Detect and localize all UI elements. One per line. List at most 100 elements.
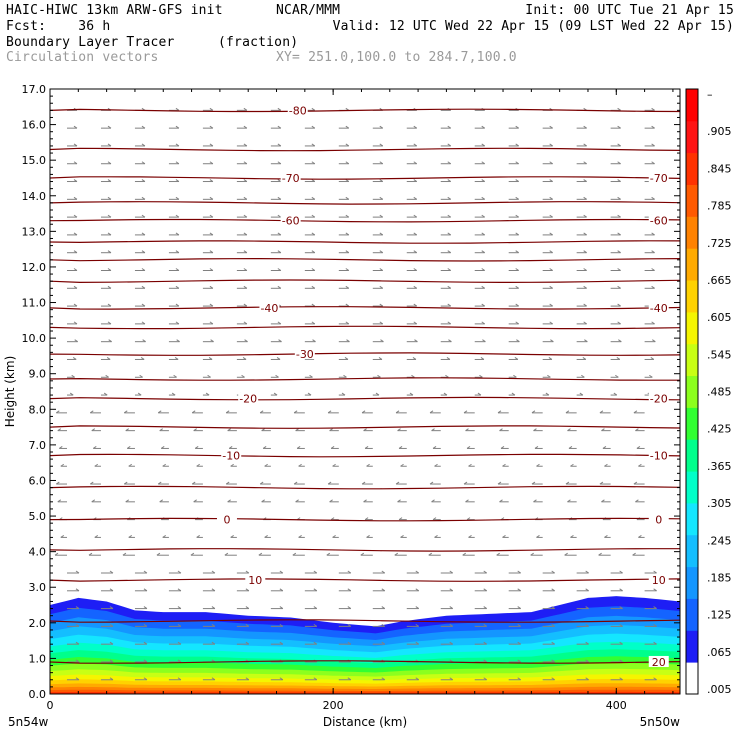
vector-arrow-head bbox=[109, 623, 114, 627]
vector-arrow-head bbox=[258, 552, 263, 556]
vector-arrow-head bbox=[431, 499, 435, 503]
vector-arrow-head bbox=[91, 428, 96, 432]
vector-arrow-head bbox=[515, 250, 519, 254]
vector-arrow-head bbox=[549, 303, 553, 307]
vector-arrow-head bbox=[483, 677, 487, 681]
vector-arrow-head bbox=[259, 410, 264, 414]
vector-arrow-head bbox=[429, 410, 434, 414]
vector-arrow-head bbox=[515, 161, 519, 165]
vector-arrow-head bbox=[196, 534, 200, 538]
vector-arrow-head bbox=[73, 321, 78, 325]
vector-arrow-head bbox=[88, 552, 93, 556]
vector-arrow-head bbox=[434, 534, 438, 538]
vector-arrow-head bbox=[345, 268, 350, 271]
vector-arrow-head bbox=[413, 232, 418, 236]
contour-label-bg bbox=[648, 574, 669, 586]
contour-label-bg bbox=[648, 655, 669, 667]
vector-arrow-head bbox=[398, 517, 403, 521]
vector-arrow-head bbox=[107, 196, 112, 200]
vector-arrow-head bbox=[651, 321, 655, 325]
vector-arrow-head bbox=[497, 410, 502, 414]
vector-arrow-head bbox=[209, 214, 214, 218]
vector-arrow-head bbox=[295, 499, 299, 503]
vector-arrow-head bbox=[585, 570, 589, 574]
vector-arrow-head bbox=[363, 499, 367, 503]
contour-label: -40 bbox=[260, 302, 278, 315]
contour-line bbox=[49, 377, 680, 381]
vector-arrow-head bbox=[344, 357, 349, 360]
vector-arrow-head bbox=[277, 250, 282, 254]
y-tick-label: 3.0 bbox=[29, 581, 47, 594]
contour-line bbox=[49, 578, 681, 582]
contour-label: -70 bbox=[650, 172, 668, 185]
vector-arrow-head bbox=[326, 552, 331, 556]
vector-arrow-head bbox=[514, 357, 519, 360]
vector-arrow-head bbox=[633, 481, 638, 485]
model-title: HAIC-HIWC 13km ARW-GFS init bbox=[6, 3, 223, 18]
vector-arrow-head bbox=[261, 499, 265, 503]
vector-arrow-head bbox=[73, 179, 78, 182]
y-tick-label: 13.0 bbox=[22, 225, 47, 238]
vector-arrow-head bbox=[345, 303, 350, 307]
colorbar-label: .845 bbox=[707, 162, 732, 175]
vector-arrow-head bbox=[59, 446, 63, 449]
vector-arrow-head bbox=[549, 125, 553, 129]
vector-arrow-head bbox=[551, 570, 555, 574]
vector-arrow-head bbox=[141, 179, 146, 182]
vector-arrow-head bbox=[447, 285, 452, 289]
vector-arrow-head bbox=[413, 196, 418, 200]
vector-arrow-head bbox=[413, 161, 418, 165]
vector-arrow-head bbox=[447, 214, 452, 218]
vector-arrow-head bbox=[431, 428, 435, 432]
vector-arrow-head bbox=[264, 534, 268, 538]
vector-arrow-head bbox=[397, 499, 401, 503]
vector-arrow-head bbox=[619, 677, 623, 681]
vector-arrow-head bbox=[481, 143, 485, 147]
vector-arrow-head bbox=[175, 125, 180, 129]
vector-arrow-head bbox=[515, 285, 519, 289]
vector-arrow-head bbox=[413, 303, 418, 307]
y-tick-label: 5.0 bbox=[29, 510, 47, 523]
vector-arrow-head bbox=[243, 143, 248, 147]
vector-arrow-head bbox=[276, 357, 281, 360]
vector-arrow-head bbox=[515, 268, 519, 271]
y-tick-label: 1.0 bbox=[29, 652, 47, 665]
vector-arrow-head bbox=[604, 534, 608, 538]
colorbar-label: .785 bbox=[707, 200, 732, 213]
vector-arrow-head bbox=[75, 659, 80, 663]
vector-arrow-head bbox=[413, 214, 418, 218]
vector-arrow-head bbox=[379, 161, 384, 165]
vector-arrow-head bbox=[536, 463, 540, 467]
colorbar-label: .365 bbox=[707, 460, 732, 473]
vector-arrow-head bbox=[211, 588, 216, 592]
vector-arrow-head bbox=[245, 570, 250, 574]
contour-label: 20 bbox=[652, 656, 666, 669]
vector-arrow-head bbox=[583, 268, 587, 271]
vector-arrow-head bbox=[502, 463, 506, 467]
vector-arrow-head bbox=[617, 232, 621, 236]
vector-arrow-head bbox=[175, 285, 180, 289]
vector-arrow-head bbox=[463, 410, 468, 414]
vector-arrow-head bbox=[497, 481, 502, 485]
y-tick-label: 7.0 bbox=[29, 439, 47, 452]
vector-arrow-head bbox=[429, 481, 434, 485]
vector-arrow-head bbox=[549, 232, 553, 236]
vector-arrow-head bbox=[651, 285, 655, 289]
vector-arrow-head bbox=[549, 214, 553, 218]
vector-arrow-head bbox=[107, 321, 112, 325]
tracer-field bbox=[50, 596, 680, 694]
y-tick-label: 8.0 bbox=[29, 403, 47, 416]
vector-arrow-head bbox=[583, 179, 587, 182]
vector-arrow-head bbox=[585, 677, 589, 681]
contour-line bbox=[49, 257, 681, 262]
vector-arrow-head bbox=[259, 481, 264, 485]
vector-arrow-head bbox=[109, 606, 114, 610]
vector-arrow-head bbox=[381, 677, 386, 681]
contour-line bbox=[49, 619, 681, 623]
vector-arrow-head bbox=[449, 641, 454, 645]
vector-arrow-head bbox=[244, 339, 248, 343]
colorbar-label: .545 bbox=[707, 348, 732, 361]
colorbar-swatch bbox=[686, 280, 698, 313]
vector-arrow-head bbox=[481, 268, 485, 271]
vector-arrow-head bbox=[481, 196, 485, 200]
